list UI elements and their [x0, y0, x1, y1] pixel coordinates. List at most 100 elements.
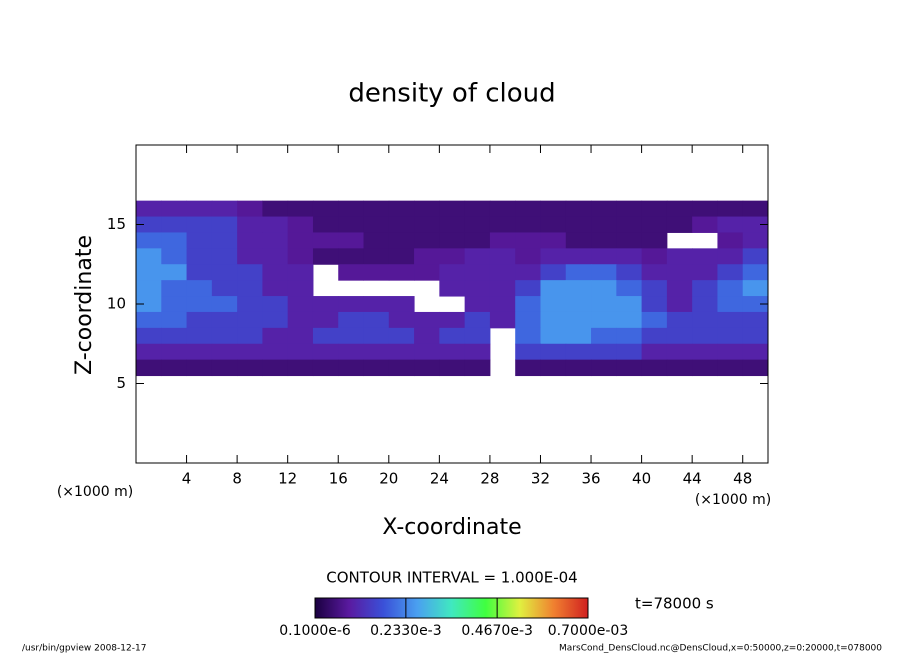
field-cell: [312, 296, 339, 313]
field-cell: [515, 216, 541, 233]
field-cell: [186, 216, 213, 233]
colorbar-tick-label: 0.7000e-03: [548, 623, 628, 639]
field-cell: [616, 216, 643, 233]
field-cell: [262, 216, 289, 233]
field-cell: [237, 296, 263, 313]
field-cell: [186, 264, 213, 281]
colorbar: [314, 597, 589, 619]
field-cell: [287, 248, 314, 265]
field-cell: [591, 264, 617, 281]
x-tick-label: 48: [733, 470, 752, 488]
footer: /usr/bin/gpview 2008-12-17: [22, 644, 146, 654]
field-cell: [186, 280, 213, 297]
field-cell: [591, 200, 617, 218]
field-cell: [565, 280, 592, 297]
y-axis-label: Z-coordinate: [72, 235, 97, 375]
time-label: t=78000 s: [635, 595, 714, 613]
field-cell: [414, 216, 440, 233]
field-cell: [414, 248, 440, 265]
field-cell: [186, 200, 213, 218]
field-cell: [211, 359, 238, 377]
field-cell: [388, 248, 415, 265]
field-cell: [515, 311, 541, 329]
field-cell: [388, 343, 415, 361]
field-cell: [666, 343, 693, 361]
field-cell: [742, 296, 769, 313]
field-cell: [211, 264, 238, 281]
field-cell: [616, 264, 643, 281]
field-cell: [591, 343, 617, 361]
colorbar-tick-label: 0.1000e-6: [279, 623, 351, 639]
field-cell: [489, 200, 516, 218]
x-tick-label: 24: [430, 470, 449, 488]
field-cell: [312, 327, 339, 345]
y-tick-label: 10: [107, 295, 126, 313]
field-cell: [666, 327, 693, 345]
field-cell: [540, 264, 567, 281]
field-cell: [338, 264, 365, 281]
field-cell: [262, 359, 289, 377]
field-cell: [186, 327, 213, 345]
field-cell: [692, 248, 718, 265]
field-cell: [237, 327, 263, 345]
field-cell: [616, 248, 643, 265]
field-cell: [742, 248, 769, 265]
field-cell: [540, 327, 567, 345]
field-cell: [312, 200, 339, 218]
field-cell: [237, 280, 263, 297]
field-cell: [363, 200, 390, 218]
contour-field: [136, 200, 769, 377]
x-unit: (×1000 m): [695, 492, 771, 508]
field-cell: [211, 280, 238, 297]
field-cell: [464, 232, 491, 249]
field-cell: [641, 200, 668, 218]
field-cell: [136, 264, 162, 281]
field-cell: [414, 359, 440, 377]
field-cell: [262, 296, 289, 313]
field-cell: [439, 311, 466, 329]
field-cell: [692, 280, 718, 297]
field-cell: [489, 232, 516, 249]
field-cell: [161, 359, 188, 377]
field-cell: [136, 327, 162, 345]
field-cell: [641, 216, 668, 233]
field-cell: [262, 327, 289, 345]
field-cell: [565, 311, 592, 329]
field-cell: [211, 232, 238, 249]
field-cell: [717, 216, 744, 233]
field-cell: [692, 327, 718, 345]
field-cell: [489, 248, 516, 265]
field-cell: [742, 232, 769, 249]
field-cell: [363, 216, 390, 233]
footer: MarsCond_DensCloud.nc@DensCloud,x=0:5000…: [559, 644, 882, 654]
field-cell: [237, 343, 263, 361]
field-cell: [742, 264, 769, 281]
field-cell: [237, 359, 263, 377]
field-cell: [388, 200, 415, 218]
field-cell: [338, 311, 365, 329]
field-cell: [641, 264, 668, 281]
field-cell: [641, 280, 668, 297]
field-cell: [338, 359, 365, 377]
field-cell: [515, 327, 541, 345]
field-cell: [641, 343, 668, 361]
field-cell: [540, 343, 567, 361]
field-cell: [616, 280, 643, 297]
field-cell: [489, 296, 516, 313]
field-cell: [591, 296, 617, 313]
field-cell: [666, 216, 693, 233]
field-cell: [312, 232, 339, 249]
field-cell: [717, 280, 744, 297]
field-cell: [363, 343, 390, 361]
field-cell: [414, 264, 440, 281]
field-cell: [262, 280, 289, 297]
field-cell: [489, 280, 516, 297]
field-cell: [338, 296, 365, 313]
field-cell: [464, 216, 491, 233]
field-cell: [540, 216, 567, 233]
field-cell: [464, 311, 491, 329]
y-tick-label: 5: [116, 374, 126, 392]
x-tick-label: 32: [531, 470, 550, 488]
field-cell: [540, 359, 567, 377]
field-cell: [363, 311, 390, 329]
